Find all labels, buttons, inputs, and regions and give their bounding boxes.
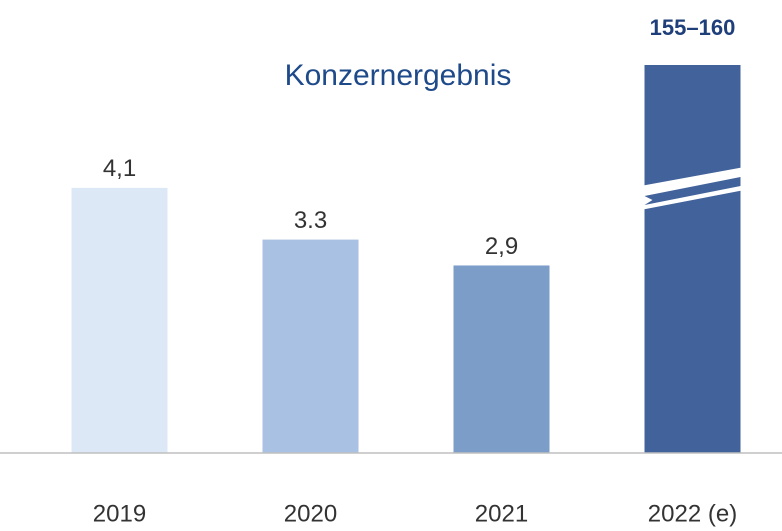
bar	[262, 239, 359, 453]
value-label: 3.3	[294, 207, 327, 234]
x-tick-label: 2019	[93, 500, 146, 527]
value-label: 2,9	[485, 233, 518, 260]
value-label: 4,1	[103, 155, 136, 182]
chart-title: Konzernergebnis	[285, 59, 512, 92]
bar	[644, 65, 741, 453]
x-tick-label: 2020	[284, 500, 337, 527]
x-tick-label: 2022 (e)	[648, 500, 737, 527]
value-label: 155–160	[650, 15, 736, 40]
x-tick-label: 2021	[475, 500, 528, 527]
bar-part	[644, 177, 741, 205]
bar	[453, 265, 550, 453]
bar	[71, 187, 168, 453]
